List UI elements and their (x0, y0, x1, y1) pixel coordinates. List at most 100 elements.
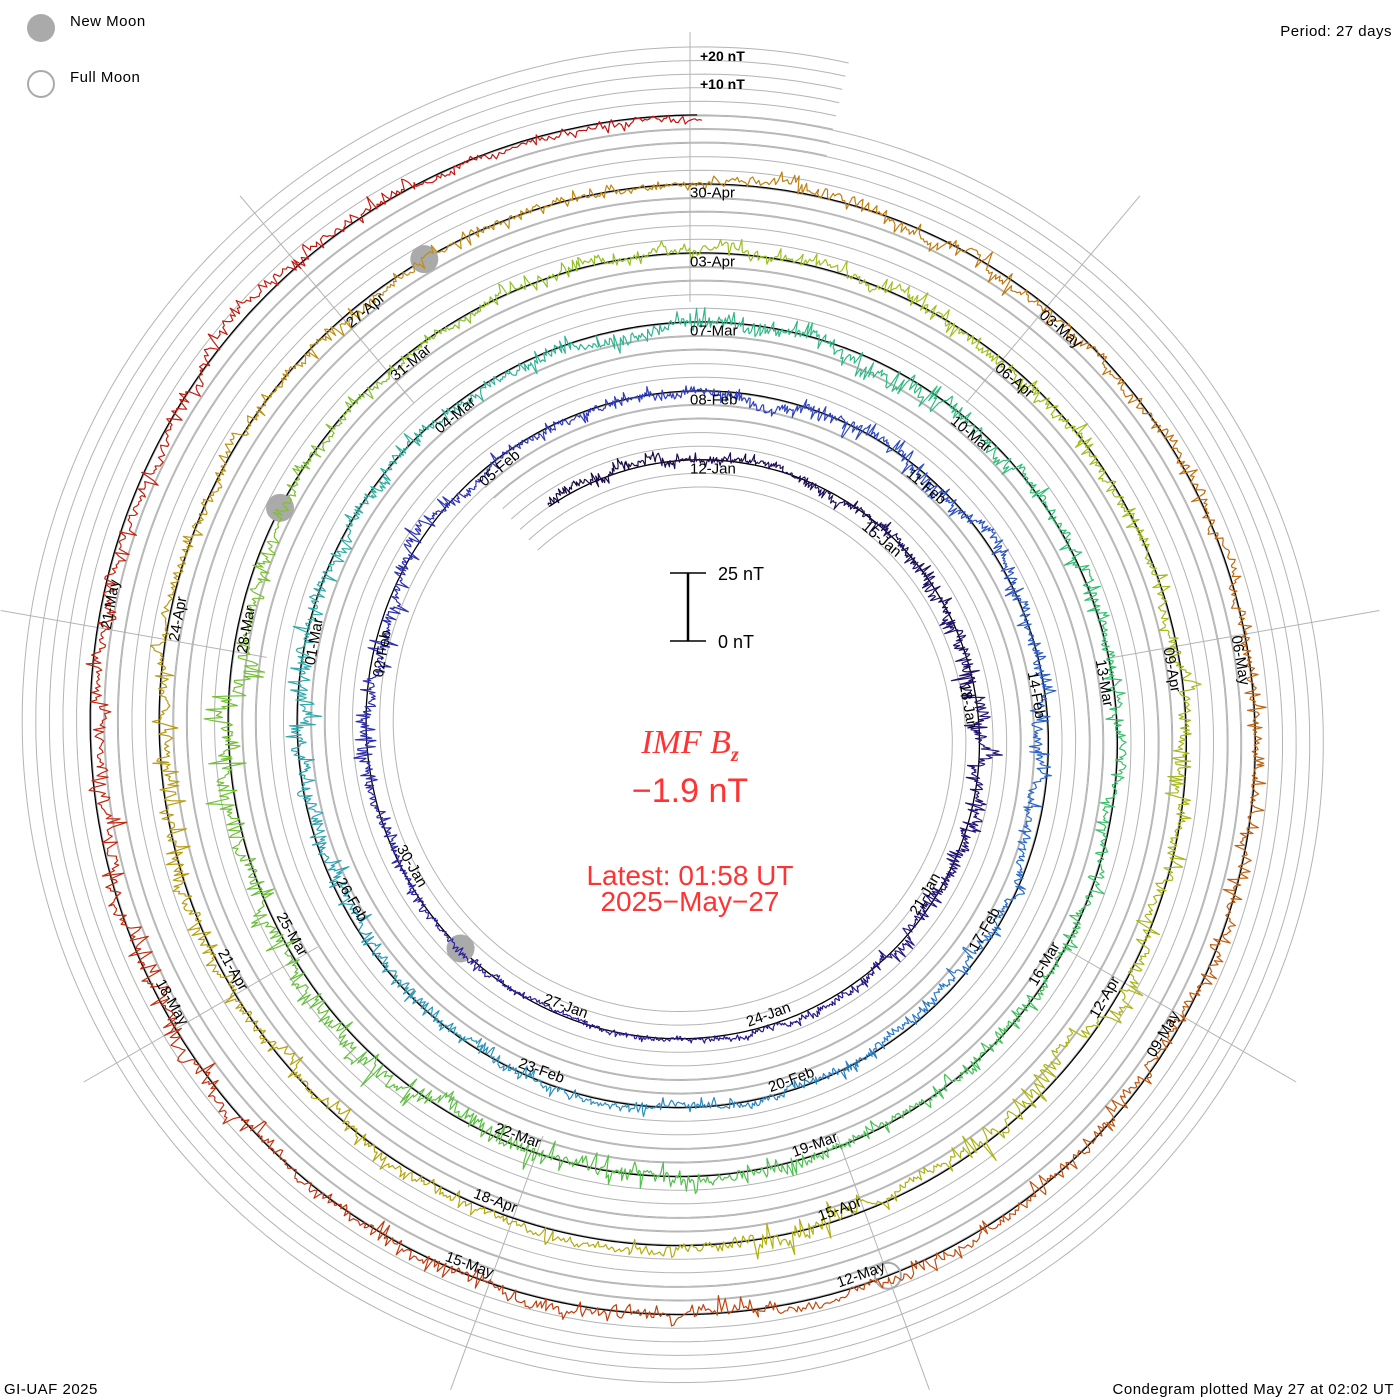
radial-gridline (450, 1135, 544, 1390)
bz-trace-day (1134, 397, 1208, 510)
bz-trace-day (149, 639, 179, 764)
bz-trace-day (757, 1277, 892, 1315)
bz-trace-day (477, 259, 581, 313)
bz-trace-day (164, 1027, 267, 1139)
bz-trace-day (292, 574, 338, 665)
bz-trace-day (907, 292, 1002, 365)
bz-trace-day (1028, 669, 1057, 754)
radial-gridline (1062, 946, 1297, 1083)
bz-trace-day (1095, 756, 1127, 854)
bz-trace-day (595, 311, 691, 354)
bz-trace-day (1202, 508, 1253, 634)
bz-trace-day (343, 1051, 455, 1107)
date-label: 06-Apr (992, 360, 1037, 402)
bz-trace-day (540, 399, 614, 441)
bz-trace-day (138, 368, 204, 498)
bz-trace-day (113, 904, 179, 1037)
latest-date: 2025−May−27 (600, 886, 780, 917)
bz-trace-day (867, 369, 958, 419)
bz-trace-day (344, 244, 448, 329)
bz-trace-day (448, 1091, 537, 1170)
bz-trace-day (1042, 307, 1136, 404)
bz-trace-day (689, 171, 820, 195)
date-label: 24-Apr (166, 595, 191, 642)
bz-trace-day (1163, 760, 1192, 877)
bz-trace-day (409, 990, 487, 1054)
scale-bottom-label: 0 nT (718, 632, 754, 652)
title-subscript: z (730, 743, 739, 766)
bz-trace-day (1074, 437, 1145, 539)
bz-trace-day (628, 1235, 750, 1258)
current-value: −1.9 nT (631, 772, 749, 810)
date-label: 03-Apr (690, 253, 735, 270)
bz-trace-day (446, 196, 565, 250)
bz-trace-day (1127, 875, 1174, 989)
bz-trace-day (1103, 657, 1127, 758)
bz-trace-day (817, 188, 935, 252)
bz-trace-day (909, 463, 974, 524)
full-moon-legend-label: Full Moon (70, 69, 141, 86)
bz-trace-day (294, 754, 327, 846)
grid-spiral (116, 141, 1229, 1288)
radial-gridline (0, 609, 267, 658)
bz-trace-day (733, 1076, 818, 1110)
bz-trace-day (932, 240, 1044, 312)
bz-trace-day (965, 748, 1003, 818)
bz-trace-day (813, 483, 872, 518)
bz-trace-day (800, 253, 910, 298)
bz-trace-day (477, 433, 541, 483)
bz-trace-day (367, 606, 409, 678)
bz-trace-day (1008, 1122, 1114, 1220)
date-label: 28-Mar (234, 605, 259, 655)
bz-trace-day (638, 1161, 743, 1194)
date-label: 19-Mar (790, 1129, 840, 1161)
date-label: 30-Apr (690, 184, 735, 201)
bz-trace-day (1000, 829, 1031, 913)
bz-trace-day (1105, 1014, 1187, 1132)
bz-trace-day (765, 398, 846, 424)
date-label: 02-Feb (370, 629, 395, 679)
bz-trace-day (962, 1065, 1058, 1161)
bz-trace-day (560, 1087, 648, 1118)
bz-trace-day (310, 371, 390, 458)
bz-trace-day (611, 385, 691, 409)
bz-trace-day (536, 1140, 640, 1185)
bz-trace-day (431, 371, 511, 428)
bz-trace-day (88, 766, 128, 907)
grid-spiral (103, 127, 1243, 1302)
bz-trace-day (784, 320, 875, 380)
bz-trace-day (857, 936, 915, 988)
bz-trace-day (860, 1146, 965, 1210)
bz-trace-day (1018, 751, 1053, 833)
bz-trace-day (198, 410, 260, 522)
bz-trace-day (1139, 536, 1179, 648)
bz-trace-day (1222, 764, 1267, 896)
bz-trace-day (236, 552, 276, 655)
date-label: 21-Apr (214, 946, 251, 993)
bz-trace-day (370, 424, 435, 498)
bz-trace-day (312, 842, 372, 924)
bz-trace-day (489, 1280, 622, 1322)
bz-trace-day (795, 985, 859, 1027)
bz-trace-day (399, 1170, 513, 1226)
bz-trace-day (577, 240, 691, 268)
bz-trace-day (869, 515, 917, 565)
bz-trace-day (387, 309, 479, 376)
bz-trace-day (381, 822, 417, 895)
bz-trace-day (945, 816, 983, 882)
period-label: Period: 27 days (1280, 23, 1392, 40)
plotted-label: Condegram plotted May 27 at 02:02 UT (1112, 1381, 1394, 1398)
bz-trace-day (285, 959, 357, 1060)
bz-trace-day (1165, 646, 1202, 762)
latest-time: Latest: 01:58 UT (586, 860, 794, 891)
date-label: 14-Feb (1024, 670, 1049, 720)
bz-trace-day (203, 653, 266, 760)
bz-trace-day (1005, 946, 1066, 1031)
bz-trace-day (410, 891, 460, 953)
bz-trace-day (1043, 985, 1144, 1070)
bz-trace-day (293, 178, 416, 270)
bz-trace-day (85, 628, 112, 768)
full-moon-marker (873, 1261, 902, 1290)
bz-trace-day (689, 307, 785, 338)
